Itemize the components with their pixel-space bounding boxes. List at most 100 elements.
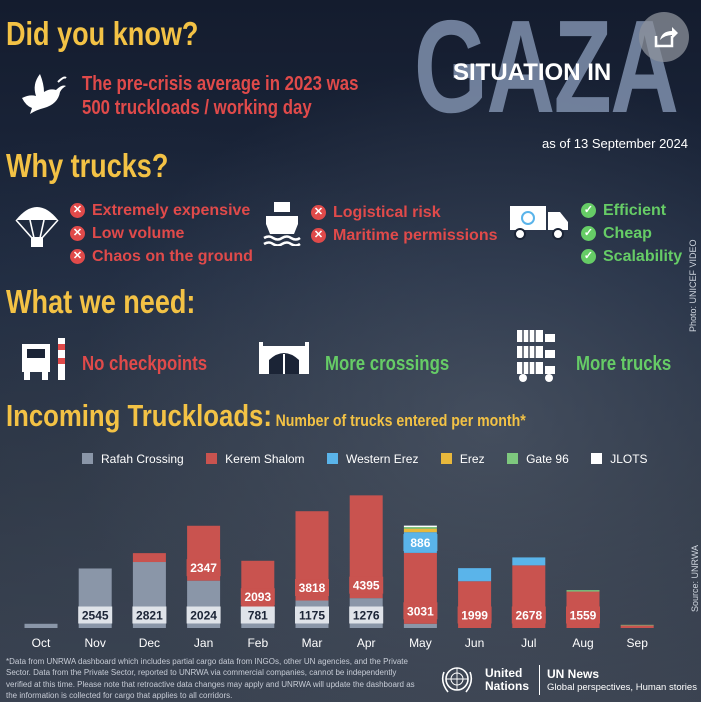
fact-line-2: 500 truckloads / working day <box>82 97 312 119</box>
un-news-tagline: Global perspectives, Human stories <box>547 682 697 693</box>
data-label-bg <box>132 606 167 624</box>
data-label: 886 <box>410 536 430 550</box>
data-label-bg <box>78 606 113 624</box>
need-more-crossings: More crossings <box>325 353 450 375</box>
legend-jlots: JLOTS <box>591 452 648 466</box>
truck-item-scalability: ✓ Scalability <box>581 245 682 268</box>
legend-kerem: Kerem Shalom <box>206 452 305 466</box>
footnote: *Data from UNRWA dashboard which include… <box>6 657 415 701</box>
bar-may-gate-96 <box>403 527 437 529</box>
bar-jul-western-erez <box>512 557 546 566</box>
legend-swatch <box>591 453 603 464</box>
need-no-checkpoints: No checkpoints <box>82 353 208 375</box>
check-icon: ✓ <box>581 249 596 265</box>
data-label-bg <box>240 606 275 624</box>
data-label-bg <box>403 534 438 552</box>
source-label: Source: UNRWA <box>690 544 700 612</box>
legend-erez: Erez <box>440 452 485 466</box>
chart-legend: Rafah Crossing Kerem Shalom Western Erez… <box>82 451 666 469</box>
x-tick-label: Nov <box>85 636 106 650</box>
data-label-bg <box>349 606 384 624</box>
footer-divider <box>539 665 540 695</box>
data-label: 1999 <box>461 609 488 623</box>
x-tick-label: Jul <box>521 636 536 650</box>
x-tick-label: Jun <box>465 636 484 650</box>
data-label: 2821 <box>136 609 163 623</box>
why-trucks-heading: Why trucks? <box>6 147 169 184</box>
data-label-bg <box>403 602 438 620</box>
data-label: 781 <box>248 609 268 623</box>
x-icon: ✕ <box>70 226 85 242</box>
airdrop-item-chaos: ✕ Chaos on the ground <box>70 245 253 268</box>
bar-jun-western-erez <box>458 568 492 582</box>
bar-sep-kerem-shalom <box>620 625 654 628</box>
situation-in-label: SITUATION IN <box>453 59 612 86</box>
legend-swatch <box>206 453 218 464</box>
airdrop-item-expensive: ✕ Extremely expensive <box>70 199 253 222</box>
checkpoint-icon <box>22 338 65 380</box>
data-label: 1175 <box>299 609 325 623</box>
un-emblem-logo <box>441 667 473 693</box>
bar-may-jlots <box>403 525 437 528</box>
bar-aug-gate-96 <box>566 590 600 592</box>
x-tick-label: May <box>409 636 432 650</box>
x-tick-label: Feb <box>247 636 268 650</box>
data-label-bg <box>511 606 546 624</box>
data-label: 2024 <box>190 609 217 623</box>
legend-gate96: Gate 96 <box>507 452 569 466</box>
data-label: 3031 <box>407 604 434 618</box>
x-tick-label: Aug <box>572 636 593 650</box>
x-icon: ✕ <box>70 203 85 219</box>
x-tick-label: Jan <box>194 636 213 650</box>
x-tick-label: Oct <box>32 636 51 650</box>
bar-sep-gate-96 <box>620 624 654 626</box>
sea-item-permissions: ✕ Maritime permissions <box>311 224 498 247</box>
legend-western-erez: Western Erez <box>327 452 418 466</box>
legend-swatch <box>440 453 452 464</box>
fact-line-1: The pre-crisis average in 2023 was <box>82 73 359 95</box>
airdrop-item-low-volume: ✕ Low volume <box>70 222 253 245</box>
data-label-bg <box>349 576 384 594</box>
airdrop-list: ✕ Extremely expensive ✕ Low volume ✕ Chaos … <box>70 199 253 268</box>
legend-swatch <box>507 453 519 464</box>
data-label-bg <box>240 588 275 606</box>
un-truck-icon <box>510 206 568 240</box>
sea-list: ✕ Logistical risk ✕ Maritime permissions <box>311 201 498 247</box>
crossing-gate-icon <box>259 342 309 374</box>
as-of-date: as of 13 September 2024 <box>542 136 688 151</box>
data-label-bg <box>295 606 329 624</box>
chart-title-row: Incoming Truckloads: Number of trucks en… <box>6 398 526 433</box>
gaza-title: GAZA <box>414 0 679 140</box>
dove-icon <box>22 74 67 114</box>
x-tick-label: Mar <box>302 636 323 650</box>
data-label: 2678 <box>515 609 542 623</box>
data-label: 4395 <box>353 579 380 593</box>
check-icon: ✓ <box>581 203 596 219</box>
x-icon: ✕ <box>70 249 85 265</box>
chart-subtitle: Number of trucks entered per month* <box>275 411 526 430</box>
what-we-need-heading: What we need: <box>6 283 196 320</box>
share-icon <box>654 27 678 48</box>
data-label: 2347 <box>190 561 217 575</box>
x-tick-label: Sep <box>627 636 649 650</box>
data-label-bg <box>186 559 221 577</box>
photo-credit: Photo: UNICEF VIDEO <box>688 239 698 332</box>
check-icon: ✓ <box>581 226 596 242</box>
data-label-bg <box>186 606 221 624</box>
did-you-know-heading: Did you know? <box>6 15 199 52</box>
legend-rafah: Rafah Crossing <box>82 452 184 466</box>
un-wordmark: United Nations <box>485 666 530 693</box>
truck-item-cheap: ✓ Cheap <box>581 222 682 245</box>
data-label: 3818 <box>299 581 326 595</box>
truckloads-chart: Oct Nov Dec Jan Feb Mar Apr May Jun Jul Aug Sep 2545… <box>24 495 654 650</box>
ship-icon <box>263 202 301 246</box>
chart-title: Incoming Truckloads <box>6 398 264 433</box>
data-label: 1559 <box>570 609 597 623</box>
x-icon: ✕ <box>311 205 326 221</box>
truck-fleet-icon <box>517 330 555 382</box>
legend-swatch <box>327 453 338 464</box>
x-tick-label: Apr <box>357 636 376 650</box>
share-button[interactable] <box>639 12 689 62</box>
bar-dec-kerem-shalom <box>132 553 166 563</box>
